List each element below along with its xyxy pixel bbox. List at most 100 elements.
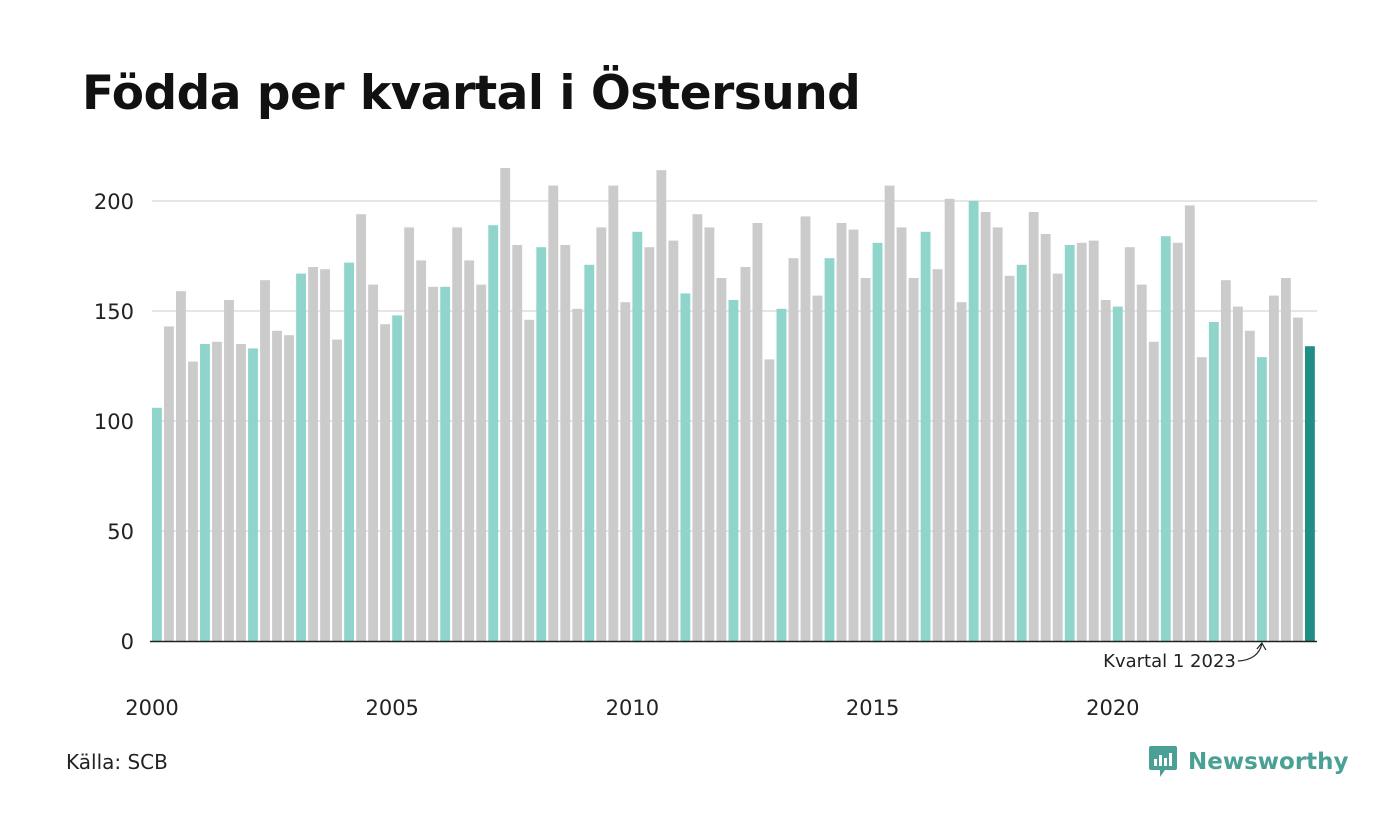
bar-2002-q3 (272, 330, 282, 641)
bar-2020-q2 (1124, 247, 1135, 641)
annotation-arrow (1237, 641, 1267, 662)
bar-2005-q2 (404, 227, 415, 641)
bar-2004-q2 (356, 214, 367, 641)
bar-2011-q3 (704, 227, 715, 641)
bar-2012-q4 (764, 359, 775, 641)
bar-2003-q1 (296, 273, 306, 641)
x-tick-label: 2020 (1086, 696, 1139, 720)
bar-2006-q3 (464, 260, 475, 641)
bar-2023-q1 (1256, 357, 1267, 641)
chart-title: Födda per kvartal i Östersund (82, 66, 861, 121)
x-tick-label: 2000 (125, 696, 178, 720)
source-label: Källa: SCB (66, 750, 168, 774)
bar-2018-q2 (1028, 212, 1039, 641)
bar-2021-q1 (1160, 236, 1171, 641)
x-tick-label: 2015 (846, 696, 899, 720)
bar-2002-q4 (284, 335, 294, 641)
bar-2005-q3 (416, 260, 427, 641)
y-tick-label: 200 (94, 190, 134, 214)
bar-2012-q1 (728, 300, 739, 641)
y-tick-label: 100 (94, 410, 134, 434)
bar-2021-q2 (1172, 242, 1183, 642)
bar-2007-q2 (500, 168, 511, 641)
bar-2014-q4 (860, 278, 871, 641)
bar-2010-q4 (668, 240, 679, 641)
brand-logo: Newsworthy (1148, 744, 1349, 780)
bar-2002-q2 (260, 280, 270, 641)
bar-2019-q4 (1100, 300, 1111, 641)
bar-2015-q2 (884, 185, 895, 641)
bar-2022-q4 (1244, 330, 1255, 641)
bar-2018-q4 (1052, 273, 1063, 641)
bar-2014-q3 (848, 229, 859, 641)
bar-2019-q1 (1064, 245, 1075, 641)
bar-2021-q3 (1184, 205, 1195, 641)
newsworthy-icon (1149, 746, 1177, 777)
bar-2013-q2 (788, 258, 799, 641)
x-tick-label: 2010 (606, 696, 659, 720)
bar-2024-q1 (1304, 346, 1315, 641)
bar-2017-q1 (968, 201, 979, 641)
x-axis-ticks: 2000 2005 2010 2015 2020 (125, 696, 1139, 720)
bar-2020-q4 (1148, 341, 1159, 641)
bar-2000-q3 (176, 291, 186, 641)
bar-2023-q3 (1280, 278, 1291, 641)
bar-2018-q3 (1040, 234, 1051, 641)
bar-2016-q2 (932, 269, 943, 641)
bar-2022-q1 (1208, 322, 1219, 641)
bar-2002-q1 (248, 348, 258, 641)
bar-2023-q2 (1268, 295, 1279, 641)
bar-2009-q4 (620, 302, 631, 641)
bar-2003-q3 (320, 269, 330, 641)
bar-2015-q4 (908, 278, 919, 641)
bar-2006-q1 (440, 286, 451, 641)
y-axis-ticks: 0 50 100 150 200 (94, 190, 134, 654)
bar-2017-q3 (992, 227, 1003, 641)
y-tick-label: 0 (121, 630, 134, 654)
bar-2001-q2 (212, 341, 222, 641)
bar-2011-q1 (680, 293, 691, 641)
bar-2013-q1 (776, 308, 787, 641)
bar-2005-q4 (428, 286, 439, 641)
bar-2009-q1 (584, 264, 595, 641)
bar-2000-q2 (164, 326, 174, 641)
bar-2007-q1 (488, 225, 499, 641)
bar-2000-q4 (188, 361, 198, 641)
bar-2017-q2 (980, 212, 991, 641)
bar-2009-q2 (596, 227, 607, 641)
bars (152, 168, 1315, 642)
bar-2021-q4 (1196, 357, 1207, 641)
bar-2015-q1 (872, 242, 883, 642)
bar-2003-q2 (308, 267, 318, 641)
bar-2001-q4 (236, 344, 246, 641)
brand-name: Newsworthy (1188, 749, 1349, 775)
bar-2016-q4 (956, 302, 967, 641)
bar-2014-q2 (836, 223, 847, 641)
bar-2020-q1 (1112, 306, 1123, 641)
bar-2004-q4 (380, 324, 391, 641)
bar-2009-q3 (608, 185, 619, 641)
bar-2022-q3 (1232, 306, 1243, 641)
bar-2008-q3 (560, 245, 571, 641)
bar-2018-q1 (1016, 264, 1027, 641)
bar-2015-q3 (896, 227, 907, 641)
bar-2003-q4 (332, 339, 343, 641)
bar-2012-q3 (752, 223, 763, 641)
bar-2014-q1 (824, 258, 835, 641)
bar-2011-q2 (692, 214, 703, 641)
x-tick-label: 2005 (365, 696, 418, 720)
bar-2005-q1 (392, 315, 403, 641)
bar-2016-q3 (944, 198, 955, 642)
bar-2000-q1 (152, 407, 162, 641)
bar-2004-q1 (344, 262, 355, 641)
bar-2020-q3 (1136, 284, 1147, 641)
bar-2013-q4 (812, 295, 823, 641)
bar-2019-q3 (1088, 240, 1099, 641)
bar-2008-q4 (572, 308, 583, 641)
bar-2001-q1 (200, 344, 210, 641)
bar-2022-q2 (1220, 280, 1231, 641)
bar-2007-q3 (512, 245, 523, 641)
bar-2001-q3 (224, 300, 234, 641)
bar-2017-q4 (1004, 275, 1015, 641)
